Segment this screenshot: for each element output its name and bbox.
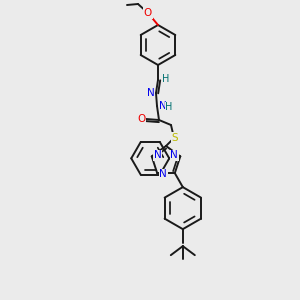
Text: O: O [137, 114, 145, 124]
Text: N: N [154, 150, 162, 161]
Text: S: S [172, 133, 178, 143]
Text: H: H [165, 102, 173, 112]
Text: H: H [162, 74, 170, 84]
Text: N: N [170, 150, 178, 161]
Text: O: O [144, 8, 152, 18]
Text: N: N [147, 88, 155, 98]
Text: N: N [159, 169, 167, 179]
Text: N: N [159, 101, 167, 111]
